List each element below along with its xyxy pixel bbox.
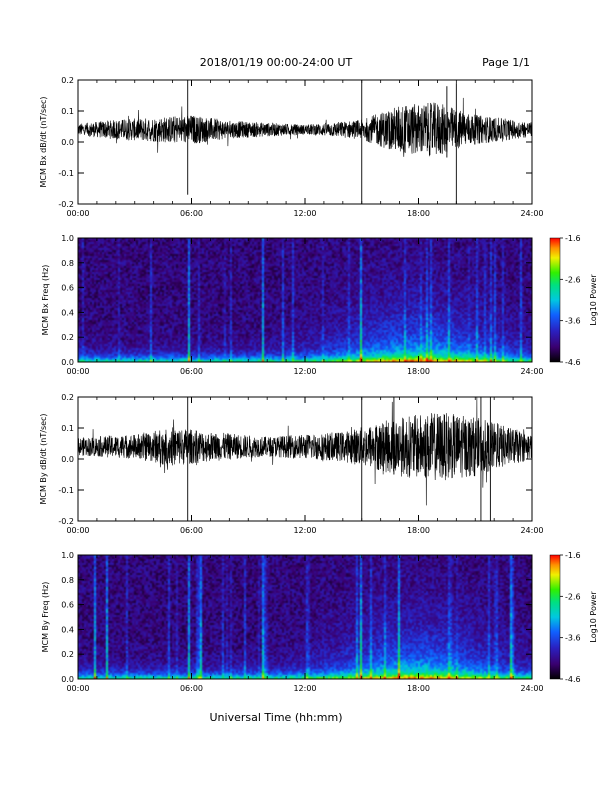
y-tick-label: 1.0 bbox=[61, 551, 74, 560]
bx-colorbar-label: Log10 Power bbox=[589, 274, 598, 326]
bx-dbdt-frame bbox=[77, 79, 533, 205]
y-tick-label: 0.4 bbox=[61, 308, 74, 317]
bx-dbdt-ylabel: MCM Bx dB/dt (nT/sec) bbox=[39, 96, 48, 187]
by-dbdt-panel: -0.2 -0.1 0.0 0.1 0.2 00:00 06:00 12:00 18:00 24… bbox=[39, 393, 544, 535]
y-tick-label: 0.2 bbox=[61, 393, 74, 402]
colorbar-tick-label: -3.6 bbox=[565, 317, 581, 326]
y-tick-label: 0.0 bbox=[61, 455, 74, 464]
by-colorbar-ticks: -1.6 -2.6 -3.6 -4.6 bbox=[560, 551, 581, 684]
y-tick-label: 0.1 bbox=[61, 107, 74, 116]
y-tick-label: 0.1 bbox=[61, 424, 74, 433]
x-tick-label: 24:00 bbox=[520, 526, 543, 535]
y-tick-label: 0.8 bbox=[61, 259, 74, 268]
x-tick-label: 18:00 bbox=[407, 209, 430, 218]
by-freq-y-ticks: 0.0 0.2 0.4 0.6 0.8 1.0 bbox=[61, 551, 532, 684]
colorbar-tick-label: -3.6 bbox=[565, 634, 581, 643]
y-tick-label: 0.6 bbox=[61, 284, 74, 293]
bx-freq-y-ticks: 0.0 0.2 0.4 0.6 0.8 1.0 bbox=[61, 234, 532, 367]
bx-dbdt-x-ticks: 00:00 06:00 12:00 18:00 24:00 bbox=[66, 80, 544, 218]
colorbar-tick-label: -1.6 bbox=[565, 234, 581, 243]
x-tick-label: 00:00 bbox=[66, 209, 89, 218]
y-tick-label: 0.8 bbox=[61, 576, 74, 585]
x-axis-title: Universal Time (hh:mm) bbox=[210, 711, 343, 724]
x-tick-label: 00:00 bbox=[66, 684, 89, 693]
x-tick-label: 24:00 bbox=[520, 209, 543, 218]
colorbar-tick-label: -1.6 bbox=[565, 551, 581, 560]
by-freq-x-ticks: 00:00 06:00 12:00 18:00 24:00 bbox=[66, 555, 544, 693]
dbdt-series-line bbox=[77, 97, 533, 157]
y-tick-label: 0.2 bbox=[61, 76, 74, 85]
x-tick-label: 24:00 bbox=[520, 684, 543, 693]
bx-colorbar bbox=[549, 237, 561, 363]
x-tick-label: 06:00 bbox=[180, 367, 203, 376]
bx-dbdt-y-ticks: -0.2 -0.1 0.0 0.1 0.2 bbox=[58, 76, 532, 209]
by-freq-ylabel: MCM By Freq (Hz) bbox=[41, 582, 50, 653]
by-dbdt-trace bbox=[77, 396, 533, 521]
by-colorbar bbox=[549, 554, 561, 680]
y-tick-label: 0.6 bbox=[61, 601, 74, 610]
page-title: 2018/01/19 00:00-24:00 UT bbox=[200, 56, 353, 69]
colorbar-tick-label: -2.6 bbox=[565, 275, 581, 284]
x-tick-label: 12:00 bbox=[293, 209, 316, 218]
colorbar-tick-label: -4.6 bbox=[565, 358, 581, 367]
y-tick-label: -0.2 bbox=[58, 517, 74, 526]
bx-freq-ylabel: MCM Bx Freq (Hz) bbox=[41, 265, 50, 336]
dbdt-series-line bbox=[77, 396, 533, 506]
page-number: Page 1/1 bbox=[482, 56, 530, 69]
x-tick-label: 00:00 bbox=[66, 526, 89, 535]
bx-freq-x-ticks: 00:00 06:00 12:00 18:00 24:00 bbox=[66, 238, 544, 376]
by-spectrogram-panel: 0.0 0.2 0.4 0.6 0.8 1.0 00:00 06:00 12:00 18:00 2… bbox=[41, 551, 598, 693]
bx-colorbar-ticks: -1.6 -2.6 -3.6 -4.6 bbox=[560, 234, 581, 367]
x-tick-label: 06:00 bbox=[180, 526, 203, 535]
x-tick-label: 18:00 bbox=[407, 684, 430, 693]
by-colorbar-label: Log10 Power bbox=[589, 591, 598, 643]
x-tick-label: 12:00 bbox=[293, 684, 316, 693]
x-tick-label: 00:00 bbox=[66, 367, 89, 376]
by-dbdt-y-ticks: -0.2 -0.1 0.0 0.1 0.2 bbox=[58, 393, 532, 526]
y-tick-label: 0.2 bbox=[61, 650, 74, 659]
y-tick-label: -0.2 bbox=[58, 200, 74, 209]
y-tick-label: 0.2 bbox=[61, 333, 74, 342]
y-tick-label: -0.1 bbox=[58, 486, 74, 495]
by-dbdt-x-ticks: 00:00 06:00 12:00 18:00 24:00 bbox=[66, 397, 544, 535]
y-tick-label: 0.4 bbox=[61, 625, 74, 634]
x-tick-label: 24:00 bbox=[520, 367, 543, 376]
y-tick-label: 1.0 bbox=[61, 234, 74, 243]
y-tick-label: 0.0 bbox=[61, 138, 74, 147]
bx-dbdt-trace bbox=[77, 80, 533, 204]
y-tick-label: 0.0 bbox=[61, 358, 74, 367]
x-tick-label: 06:00 bbox=[180, 684, 203, 693]
y-tick-label: -0.1 bbox=[58, 169, 74, 178]
x-tick-label: 18:00 bbox=[407, 367, 430, 376]
bx-spectrogram-panel: 0.0 0.2 0.4 0.6 0.8 1.0 00:00 06:00 12:00 18:00 2… bbox=[41, 234, 598, 376]
by-spectrogram bbox=[78, 555, 532, 679]
x-tick-label: 12:00 bbox=[293, 526, 316, 535]
x-tick-label: 18:00 bbox=[407, 526, 430, 535]
bx-spectrogram bbox=[78, 238, 532, 362]
x-tick-label: 06:00 bbox=[180, 209, 203, 218]
colorbar-tick-label: -2.6 bbox=[565, 592, 581, 601]
bx-dbdt-panel: -0.2 -0.1 0.0 0.1 0.2 00:00 06:00 12:00 18:00 24… bbox=[39, 76, 544, 218]
y-tick-label: 0.0 bbox=[61, 675, 74, 684]
x-tick-label: 12:00 bbox=[293, 367, 316, 376]
by-dbdt-ylabel: MCM By dB/dt (nT/sec) bbox=[39, 413, 48, 504]
colorbar-tick-label: -4.6 bbox=[565, 675, 581, 684]
